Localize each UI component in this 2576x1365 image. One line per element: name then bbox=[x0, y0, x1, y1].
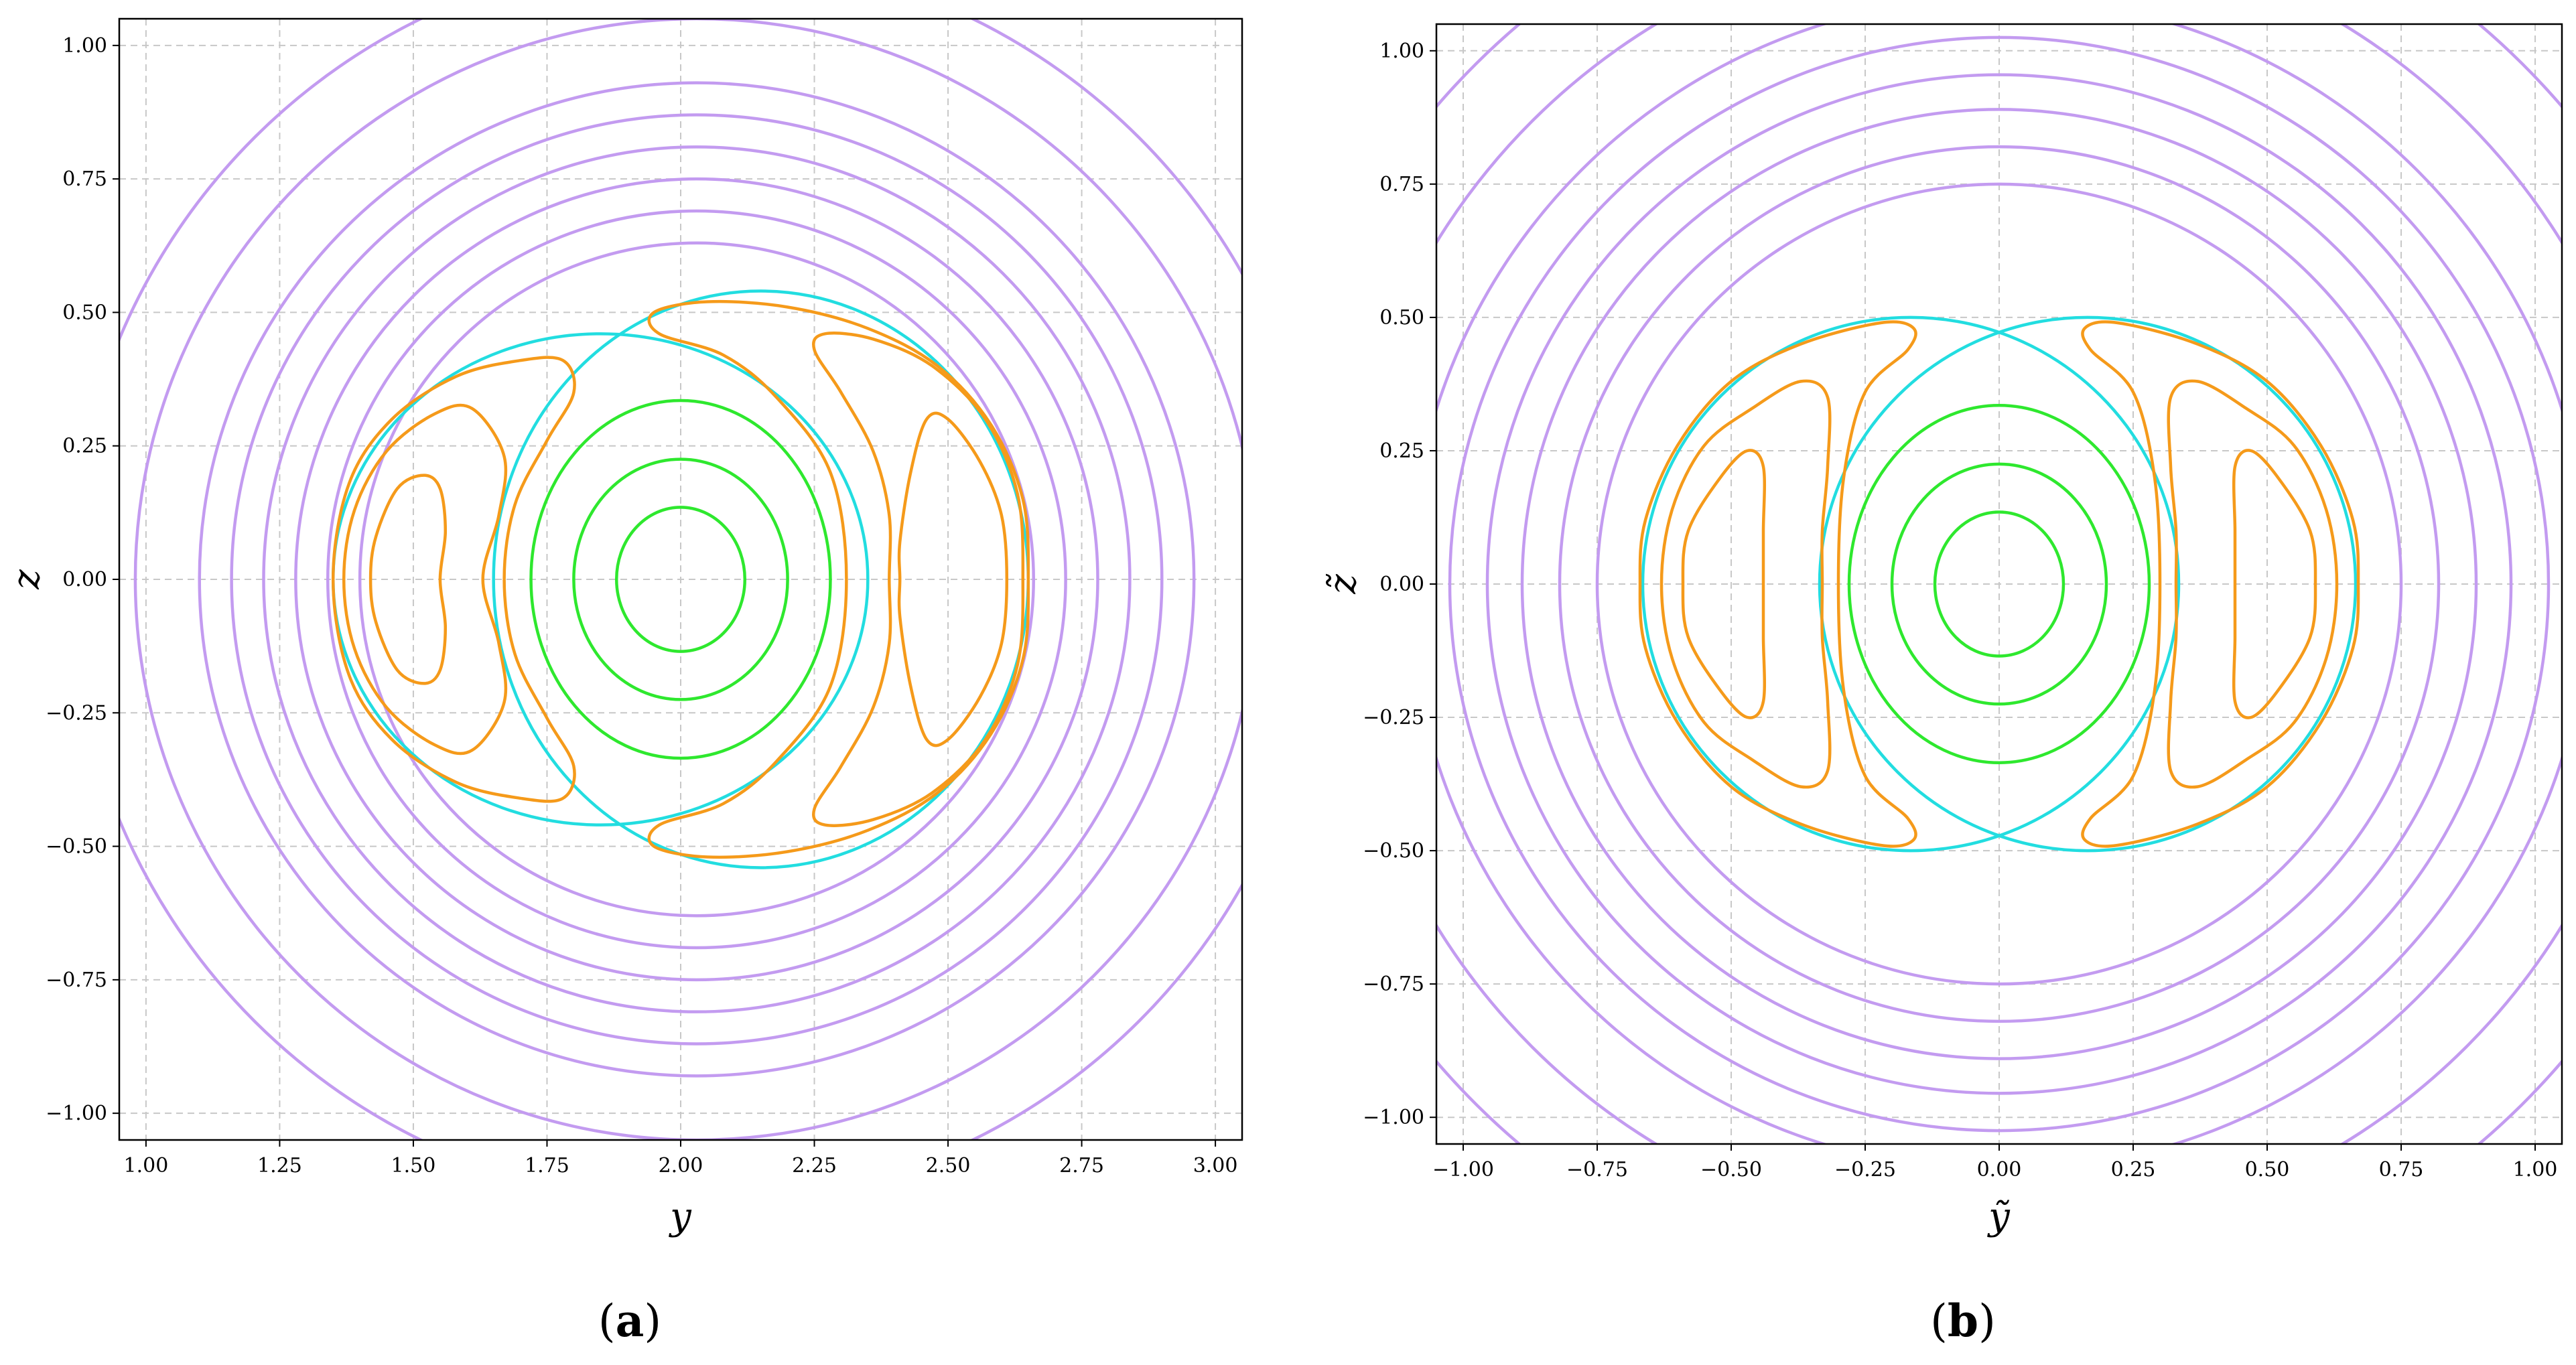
outer-contour bbox=[230, 113, 1164, 1046]
y-tick-label: −0.75 bbox=[46, 968, 107, 992]
x-tick-label: 1.00 bbox=[2513, 1158, 2558, 1181]
x-axis-label: y bbox=[668, 1195, 692, 1238]
inner-contour bbox=[529, 399, 832, 760]
y-tick-label: 0.75 bbox=[1379, 173, 1424, 196]
outer-contour bbox=[294, 177, 1099, 982]
y-tick-label: −0.50 bbox=[46, 835, 107, 859]
crescent-contour bbox=[647, 299, 1030, 859]
x-tick-label: −0.50 bbox=[1700, 1158, 1762, 1181]
crescent-contour bbox=[331, 356, 576, 803]
panel-b: −1.00 −0.75 −0.50 −0.25 0.00 0.25 0.50 0.75 1.00… bbox=[1321, 23, 2563, 1347]
x-tick-label: 2.25 bbox=[792, 1154, 837, 1177]
x-tick-label: 2.75 bbox=[1059, 1154, 1104, 1177]
x-tick-label: 2.00 bbox=[659, 1154, 703, 1177]
outer-contour bbox=[1520, 108, 2478, 1060]
x-tick-label: 3.00 bbox=[1193, 1154, 1238, 1177]
panel-label: (a) bbox=[598, 1295, 661, 1347]
ticks bbox=[1430, 50, 2536, 1151]
y-tick-label: 1.00 bbox=[62, 34, 107, 58]
outer-contour bbox=[1485, 73, 2513, 1095]
inner-contour bbox=[572, 457, 789, 701]
x-tick-label: 1.50 bbox=[391, 1154, 436, 1177]
y-tick-label: −1.00 bbox=[1363, 1106, 1424, 1129]
x-tick-label: 0.25 bbox=[2111, 1158, 2156, 1181]
panel-label: (b) bbox=[1930, 1295, 1996, 1347]
crescent-contour bbox=[1638, 320, 1917, 848]
x-tick-label: 2.50 bbox=[926, 1154, 971, 1177]
crescent-contour bbox=[1681, 449, 1767, 719]
x-tick-label: 1.75 bbox=[525, 1154, 569, 1177]
x-tick-label: 0.00 bbox=[1977, 1158, 2022, 1181]
y-tick-label: 0.75 bbox=[62, 167, 107, 191]
x-tick-label: 1.00 bbox=[124, 1154, 169, 1177]
y-axis-label: z bbox=[5, 569, 48, 590]
outer-contour bbox=[1595, 182, 2403, 986]
outer-contour bbox=[1558, 145, 2441, 1023]
curves bbox=[119, 19, 1242, 1140]
x-axis-label: ỹ bbox=[1986, 1195, 2011, 1238]
y-tick-label: −1.00 bbox=[46, 1102, 107, 1125]
y-tick-label: −0.25 bbox=[1363, 706, 1424, 729]
separatrix-contour bbox=[1818, 315, 2358, 853]
outer-contour bbox=[262, 145, 1132, 1013]
outer-contour bbox=[358, 241, 1035, 918]
inner-contour bbox=[1847, 404, 2151, 764]
inner-contour bbox=[1933, 510, 2065, 658]
y-tick-label: −0.75 bbox=[1363, 973, 1424, 996]
y-tick-label: −0.25 bbox=[46, 701, 107, 725]
crescent-contour bbox=[2167, 379, 2339, 789]
crescent-contour bbox=[2081, 320, 2360, 848]
crescent-contour bbox=[897, 411, 1009, 747]
y-tick-label: 0.25 bbox=[1379, 439, 1424, 463]
outer-contour bbox=[198, 81, 1196, 1078]
ticks bbox=[113, 44, 1217, 1147]
x-tick-label: −1.00 bbox=[1432, 1158, 1494, 1181]
separatrix-contour bbox=[1641, 315, 2181, 853]
y-tick-label: 1.00 bbox=[1379, 40, 1424, 63]
inner-contour bbox=[614, 506, 747, 653]
crescent-contour bbox=[1659, 379, 1832, 789]
y-tick-label: 0.50 bbox=[1379, 306, 1424, 330]
y-tick-label: 0.25 bbox=[62, 435, 107, 458]
y-tick-label: −0.50 bbox=[1363, 839, 1424, 863]
crescent-contour bbox=[368, 474, 448, 685]
y-axis-label: z̃ bbox=[1321, 573, 1365, 595]
crescent-contour bbox=[812, 332, 1025, 827]
outer-contour bbox=[326, 209, 1067, 950]
crescent-contour bbox=[342, 403, 508, 756]
x-tick-label: 0.50 bbox=[2245, 1158, 2290, 1181]
y-tick-label: 0.00 bbox=[1379, 573, 1424, 596]
x-tick-label: −0.25 bbox=[1834, 1158, 1896, 1181]
outer-contour bbox=[1448, 35, 2551, 1133]
panel-a: 1.00 1.25 1.50 1.75 2.00 2.25 2.50 2.75 3.00 −1.0… bbox=[5, 17, 1243, 1347]
crescent-contour bbox=[2232, 449, 2317, 719]
y-tick-label: 0.00 bbox=[62, 568, 107, 591]
curves bbox=[1436, 24, 2562, 1144]
inner-contour bbox=[1890, 462, 2108, 706]
x-tick-label: 1.25 bbox=[257, 1154, 302, 1177]
y-tick-label: 0.50 bbox=[62, 301, 107, 324]
x-tick-label: −0.75 bbox=[1566, 1158, 1628, 1181]
outer-contour bbox=[133, 19, 1242, 1140]
x-tick-label: 0.75 bbox=[2379, 1158, 2424, 1181]
